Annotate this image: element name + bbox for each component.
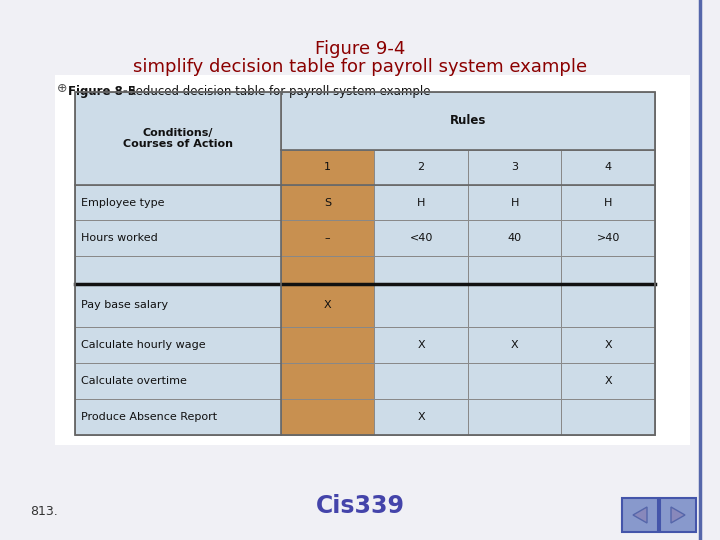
Bar [468, 363, 562, 399]
Text: X: X [604, 340, 612, 350]
Bar [281, 327, 374, 363]
Text: 3: 3 [511, 163, 518, 172]
Bar [374, 327, 468, 363]
Bar [660, 498, 696, 532]
Text: H: H [510, 198, 519, 208]
Bar [281, 256, 374, 284]
Bar [75, 363, 281, 399]
Text: –: – [325, 233, 330, 243]
Polygon shape [671, 507, 685, 523]
Text: Calculate overtime: Calculate overtime [81, 376, 187, 386]
Polygon shape [633, 507, 647, 523]
Text: X: X [511, 340, 518, 350]
Bar [562, 185, 655, 220]
Text: 2: 2 [418, 163, 425, 172]
Bar [281, 363, 374, 399]
Bar [75, 185, 281, 220]
Bar [75, 256, 281, 284]
Bar [468, 185, 562, 220]
Text: Produce Absence Report: Produce Absence Report [81, 412, 217, 422]
Bar [374, 284, 468, 327]
Bar [562, 363, 655, 399]
Bar [281, 220, 374, 256]
Bar [468, 256, 562, 284]
Text: Hours worked: Hours worked [81, 233, 158, 243]
Bar [374, 363, 468, 399]
Bar [75, 92, 281, 185]
Bar [281, 92, 655, 150]
Text: H: H [417, 198, 426, 208]
Bar [75, 220, 281, 256]
Text: >40: >40 [597, 233, 620, 243]
Text: 40: 40 [508, 233, 522, 243]
Bar [75, 284, 281, 327]
Bar [468, 220, 562, 256]
Bar [468, 150, 562, 185]
Text: Calculate hourly wage: Calculate hourly wage [81, 340, 206, 350]
Bar [468, 327, 562, 363]
Bar [468, 399, 562, 435]
Bar [281, 284, 374, 327]
Text: <40: <40 [410, 233, 433, 243]
Text: X: X [418, 340, 425, 350]
Text: 1: 1 [324, 163, 331, 172]
Bar [75, 92, 655, 435]
Text: Cis339: Cis339 [315, 494, 405, 518]
Text: H: H [604, 198, 613, 208]
Bar [562, 399, 655, 435]
Text: Pay base salary: Pay base salary [81, 300, 168, 310]
Bar [374, 220, 468, 256]
Bar [562, 327, 655, 363]
Text: Employee type: Employee type [81, 198, 164, 208]
Text: Figure 8-5: Figure 8-5 [68, 85, 136, 98]
Bar [562, 220, 655, 256]
Bar [374, 399, 468, 435]
Text: X: X [324, 300, 331, 310]
Text: ⊕: ⊕ [57, 82, 67, 95]
Bar [281, 185, 374, 220]
Bar [55, 75, 690, 445]
Bar [562, 284, 655, 327]
Bar [281, 150, 374, 185]
Bar [75, 399, 281, 435]
Text: S: S [324, 198, 331, 208]
Text: X: X [418, 412, 425, 422]
Text: 813.: 813. [30, 505, 58, 518]
Text: X: X [604, 376, 612, 386]
Text: Conditions/
Courses of Action: Conditions/ Courses of Action [123, 128, 233, 150]
Bar [281, 399, 374, 435]
Bar [374, 185, 468, 220]
Bar [562, 256, 655, 284]
Text: Rules: Rules [450, 114, 486, 127]
Text: Reduced decision table for payroll system example: Reduced decision table for payroll syste… [128, 85, 431, 98]
Bar [374, 150, 468, 185]
Text: Figure 9-4: Figure 9-4 [315, 40, 405, 58]
Text: simplify decision table for payroll system example: simplify decision table for payroll syst… [133, 58, 587, 76]
Bar [622, 498, 658, 532]
Bar [75, 327, 281, 363]
Bar [468, 284, 562, 327]
Bar [374, 256, 468, 284]
Text: 4: 4 [605, 163, 612, 172]
Bar [562, 150, 655, 185]
